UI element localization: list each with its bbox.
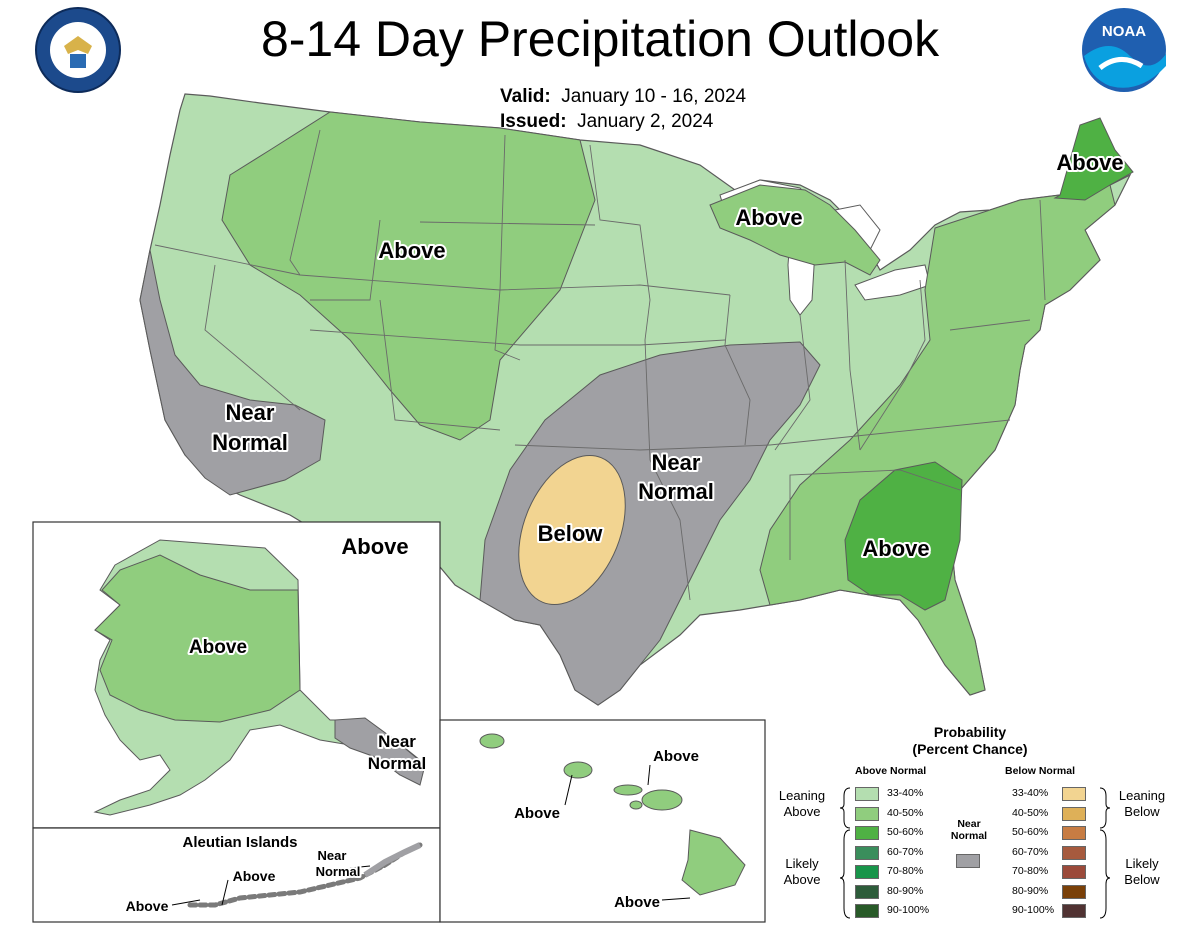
legend-below-label-2: 50-60% <box>1012 826 1049 838</box>
label-southeast-above: Above <box>862 536 929 561</box>
legend-below-label-3: 60-70% <box>1012 845 1049 858</box>
southeast-above-region <box>844 461 963 611</box>
label-california-normal: Normal <box>212 430 288 455</box>
aleutian-inset-frame <box>32 827 441 923</box>
legend-leaning-above: Leaning Above <box>778 788 826 819</box>
legend-below-swatch-4 <box>1062 865 1086 879</box>
legend-above-label-4: 70-80% <box>887 865 924 877</box>
plains-near-normal-region <box>479 341 821 706</box>
legend-below-swatch-1 <box>1062 806 1086 821</box>
label-plains-normal: Normal <box>638 479 714 504</box>
label-southwest-above: Above <box>341 534 408 559</box>
legend-above-label-0: 33-40% <box>887 787 924 799</box>
legend-above-swatch-6 <box>855 904 879 918</box>
legend-above-header: Above Normal <box>855 765 927 777</box>
label-aleutian-normal: Normal <box>316 864 361 879</box>
legend-leaning-below: Leaning Below <box>1118 788 1166 819</box>
legend-below-header: Below Normal <box>1005 765 1076 777</box>
valid-value: January 10 - 16, 2024 <box>561 86 747 107</box>
valid-dates: Valid: January 10 - 16, 2024 Issued: Jan… <box>500 84 746 134</box>
legend-above-label-3: 60-70% <box>887 845 924 858</box>
legend-below-label-4: 70-80% <box>1012 865 1049 877</box>
label-hawaii-above-1: Above <box>514 805 560 822</box>
legend-above-swatch-0 <box>855 787 879 801</box>
legend-likely-below: Likely Below <box>1124 856 1160 887</box>
northwest-above-region <box>221 111 596 441</box>
legend-above-label-2: 50-60% <box>887 826 924 838</box>
legend-below-swatch-6 <box>1062 904 1086 918</box>
legend-below-label-1: 40-50% <box>1012 806 1049 819</box>
label-great-lakes-above: Above <box>735 205 802 230</box>
label-hawaii-above-2: Above <box>653 748 699 765</box>
legend-above-swatch-1 <box>855 806 879 821</box>
label-aleutian-above-1: Above <box>126 898 169 914</box>
legend-below-label-6: 90-100% <box>1012 904 1055 916</box>
state-borders <box>154 129 1046 601</box>
valid-label: Valid: <box>500 86 551 107</box>
label-plains-near: Near <box>652 450 701 475</box>
legend-near-header: Near Normal <box>950 818 988 842</box>
texas-below-region <box>518 454 626 606</box>
legend-above-swatch-4 <box>855 865 879 879</box>
maine-above-region <box>1053 117 1134 201</box>
alaska-above-region <box>94 554 301 723</box>
label-aleutian-near: Near <box>318 848 347 863</box>
legend-below-swatch-5 <box>1062 884 1086 899</box>
hawaii-inset-frame <box>439 719 766 923</box>
label-california-near: Near <box>226 400 275 425</box>
label-alaska-normal: Normal <box>368 754 427 773</box>
page-title: 8-14 Day Precipitation Outlook <box>260 11 940 67</box>
legend-braces <box>839 787 1111 919</box>
legend-above-swatch-2 <box>855 826 879 840</box>
great-lakes-above-region <box>709 184 881 276</box>
label-northwest-above: Above <box>378 238 445 263</box>
label-maine-above: Above <box>1056 150 1123 175</box>
legend-above-label-5: 80-90% <box>887 884 924 897</box>
noaa-logo-icon: NOAA <box>1082 8 1166 92</box>
california-near-normal-region <box>139 249 326 496</box>
legend-likely-above: Likely Above <box>783 856 821 887</box>
legend-below-swatch-3 <box>1062 845 1086 860</box>
legend-above-swatch-5 <box>855 884 879 899</box>
legend-near-swatch <box>956 854 980 868</box>
label-alaska-near: Near <box>378 732 416 751</box>
legend-below-swatch-2 <box>1062 826 1086 840</box>
legend-above-swatch-3 <box>855 845 879 860</box>
noaa-text: NOAA <box>1102 23 1146 40</box>
label-hawaii-above-3: Above <box>614 894 660 911</box>
label-aleutian-above-2: Above <box>233 868 276 884</box>
legend-title: Probability (Percent Chance) <box>912 724 1028 757</box>
issued-value: January 2, 2024 <box>577 111 714 132</box>
label-aleutian-title: Aleutian Islands <box>182 834 297 851</box>
legend-below-label-0: 33-40% <box>1012 787 1049 799</box>
legend-above-label-6: 90-100% <box>887 904 930 916</box>
label-texas-below: Below <box>538 521 604 546</box>
label-alaska-above: Above <box>189 637 247 658</box>
alaska-panhandle-near-normal <box>334 717 426 786</box>
legend-below-label-5: 80-90% <box>1012 884 1049 897</box>
commerce-seal-icon <box>35 7 121 93</box>
issued-label: Issued: <box>500 111 567 132</box>
legend-below-swatch-0 <box>1062 787 1086 801</box>
legend-above-label-1: 40-50% <box>887 806 924 819</box>
